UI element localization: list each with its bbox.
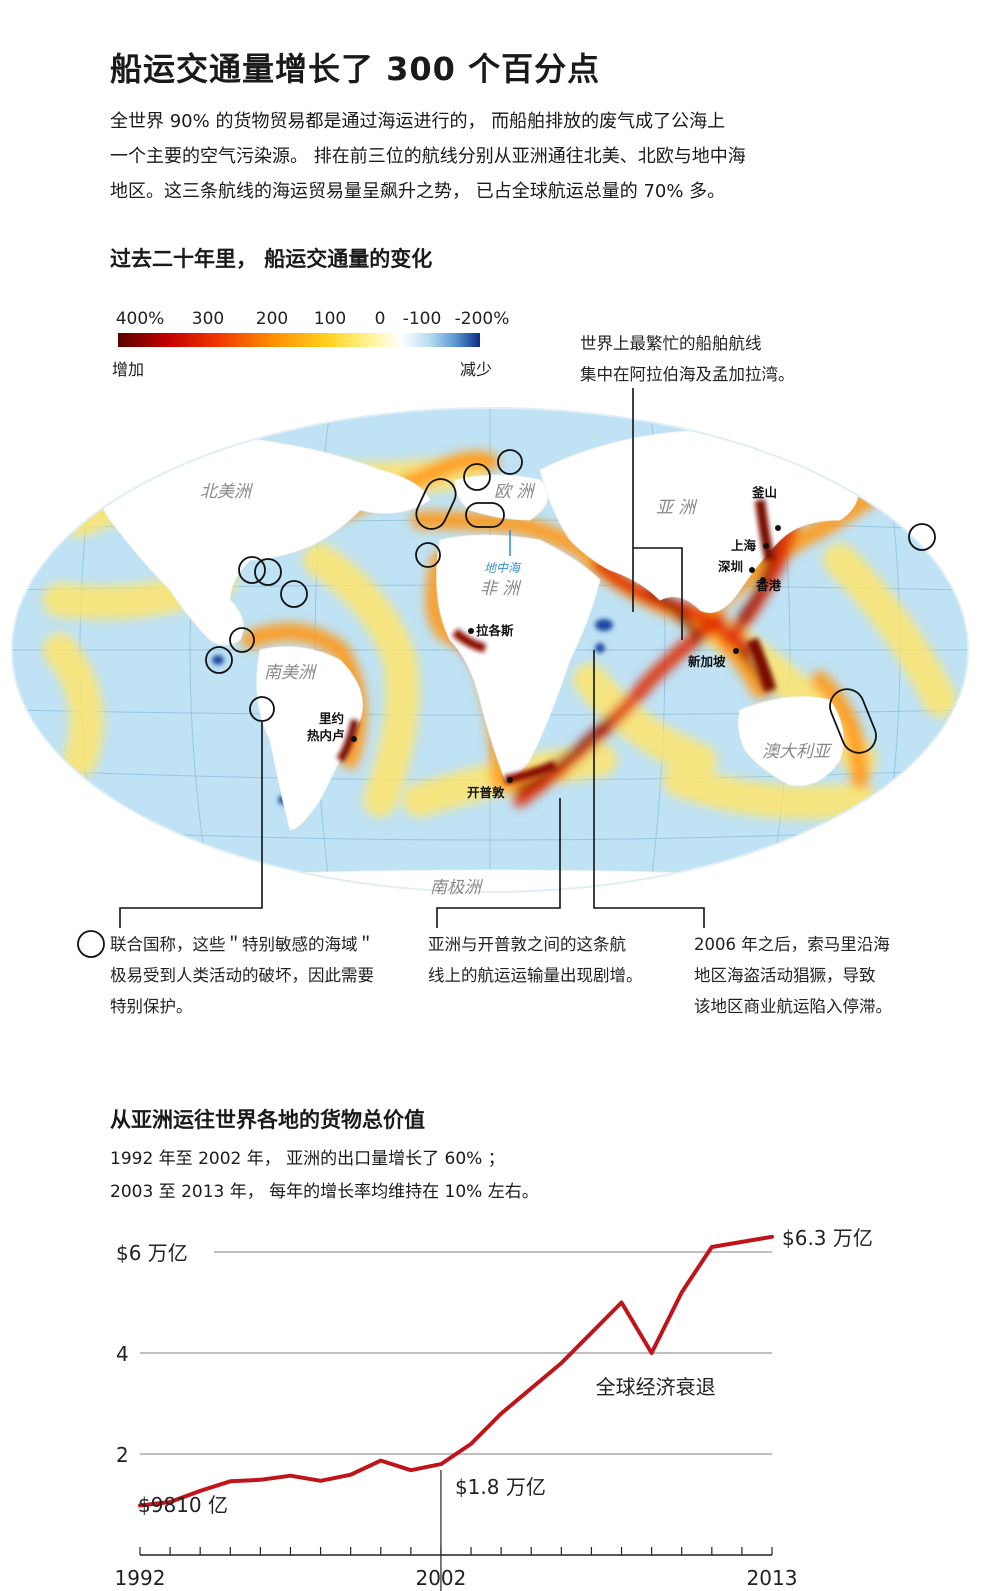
antarctica-land bbox=[119, 869, 861, 892]
city-dots bbox=[351, 525, 781, 783]
legend-tick: 200 bbox=[255, 309, 289, 329]
sensitive-area-circle bbox=[205, 646, 233, 674]
sensitive-area-circle bbox=[238, 556, 266, 584]
label-asia: 亚 洲 bbox=[656, 498, 698, 518]
intro-line: 全世界 90% 的货物贸易都是通过海运进行的， 而船舶排放的废气成了公海上 bbox=[110, 111, 726, 132]
sensitive-area-circle bbox=[415, 478, 457, 530]
callout-line: 世界上最繁忙的船舶航线 bbox=[580, 334, 762, 353]
note-line: 亚洲与开普敦之间的这条航 bbox=[428, 935, 626, 954]
city-hongkong: 香港 bbox=[755, 578, 782, 593]
sensitive-areas bbox=[205, 449, 936, 754]
label-antarctica: 南极洲 bbox=[430, 878, 484, 898]
city-lagos: 拉各斯 bbox=[476, 623, 514, 638]
legend-tick: -100 bbox=[402, 309, 442, 329]
legend-decrease-label: 减少 bbox=[460, 360, 493, 379]
note-line: 特别保护。 bbox=[110, 997, 193, 1016]
sensitive-area-circle bbox=[249, 696, 275, 722]
intro-text: 全世界 90% 的货物贸易都是通过海运进行的， 而船舶排放的废气成了公海上 一个… bbox=[110, 104, 870, 209]
australia-land bbox=[737, 696, 844, 787]
x-tick-label: 2013 bbox=[747, 1566, 798, 1590]
city-busan: 釜山 bbox=[751, 485, 777, 500]
annotation-mid: $1.8 万亿 bbox=[455, 1475, 546, 1499]
annotation-start: $9810 亿 bbox=[138, 1493, 228, 1517]
y-tick-label: 4 bbox=[116, 1342, 129, 1366]
city-rio: 热内卢 bbox=[307, 728, 345, 743]
busiest-route-callout: 世界上最繁忙的船舶航线 集中在阿拉伯海及孟加拉湾。 bbox=[580, 328, 795, 390]
sensitive-area-circle bbox=[829, 688, 877, 754]
legend-tick: -200% bbox=[454, 309, 510, 329]
city-rio: 里约 bbox=[319, 711, 344, 726]
europe-land bbox=[454, 474, 549, 521]
chart-gridlines bbox=[140, 1251, 772, 1455]
legend-increase-label: 增加 bbox=[112, 360, 145, 379]
sensitive-area-circle bbox=[465, 502, 505, 528]
note-line: 该地区商业航运陷入停滞。 bbox=[694, 997, 892, 1016]
coastal-hotspots bbox=[336, 499, 776, 785]
note-line: 地区海盗活动猖獗，导致 bbox=[694, 966, 876, 985]
note-line: 极易受到人类活动的破坏，因此需要 bbox=[110, 966, 374, 985]
sensitive-area-circle bbox=[254, 558, 282, 586]
leader-lines bbox=[119, 388, 705, 928]
city-shanghai: 上海 bbox=[731, 538, 757, 553]
map-frame bbox=[11, 407, 969, 893]
page-title: 船运交通量增长了 300 个百分点 bbox=[110, 50, 601, 88]
intro-line: 一个主要的空气污染源。 排在前三位的航线分别从亚洲通往北美、北欧与地中海 bbox=[110, 146, 746, 167]
sensitive-area-circle bbox=[280, 580, 308, 608]
y-tick-label: 2 bbox=[116, 1443, 129, 1467]
sensitive-area-circle bbox=[497, 449, 523, 475]
note-line: 2006 年之后，索马里沿海 bbox=[694, 935, 890, 954]
annotation-recession: 全球经济衰退 bbox=[596, 1375, 716, 1399]
continent-labels: 北美洲 欧 洲 亚 洲 非 洲 南美洲 澳大利亚 南极洲 bbox=[200, 482, 833, 898]
label-africa: 非 洲 bbox=[480, 579, 522, 599]
legend-color-bar bbox=[118, 333, 480, 347]
sensitive-area-circle bbox=[463, 463, 491, 491]
callout-line: 集中在阿拉伯海及孟加拉湾。 bbox=[580, 365, 795, 384]
shipping-map: 北美洲 欧 洲 亚 洲 非 洲 南美洲 澳大利亚 南极洲 地中海 釜山 上海 深… bbox=[11, 388, 969, 958]
chart-desc-line: 1992 年至 2002 年， 亚洲的出口量增长了 60% ； bbox=[110, 1149, 505, 1169]
city-shenzhen: 深圳 bbox=[718, 559, 743, 574]
note-somalia: 2006 年之后，索马里沿海 地区海盗活动猖獗，导致 该地区商业航运陷入停滞。 bbox=[694, 929, 892, 1022]
sensitive-area-circle bbox=[415, 542, 441, 568]
label-north-america: 北美洲 bbox=[200, 482, 254, 502]
map-subtitle: 过去二十年里， 船运交通量的变化 bbox=[110, 247, 433, 271]
label-europe: 欧 洲 bbox=[494, 482, 536, 502]
note-sensitive-seas: 联合国称，这些＂特别敏感的海域＂ 极易受到人类活动的破坏，因此需要 特别保护。 bbox=[110, 929, 374, 1022]
asia-export-line-chart: $6 万亿 4 2 1992 2002 2013 $9810 亿 $1.8 万亿 $6.3 … bbox=[115, 1226, 873, 1591]
city-capetown: 开普敦 bbox=[467, 785, 505, 800]
y-tick-label: $6 万亿 bbox=[116, 1241, 188, 1265]
sensitive-area-circle bbox=[229, 627, 255, 653]
label-australia: 澳大利亚 bbox=[762, 742, 833, 762]
south-america-land bbox=[256, 646, 363, 831]
note-capetown-route: 亚洲与开普敦之间的这条航 线上的航运运输量出现剧增。 bbox=[428, 929, 643, 991]
chart-y-ticks: $6 万亿 4 2 bbox=[116, 1241, 188, 1467]
sensitive-area-circle bbox=[908, 523, 936, 551]
chart-x-axis: 1992 2002 2013 bbox=[115, 1547, 798, 1590]
note-line: 线上的航运运输量出现剧增。 bbox=[428, 966, 643, 985]
legend-tick: 400% bbox=[115, 309, 165, 329]
intro-line: 地区。这三条航线的海运贸易量呈飙升之势， 已占全球航运总量的 70% 多。 bbox=[110, 181, 726, 202]
sensitive-legend-circle bbox=[77, 930, 105, 958]
series-line bbox=[138, 1234, 774, 1508]
x-tick-label: 1992 bbox=[115, 1566, 166, 1590]
chart-description: 1992 年至 2002 年， 亚洲的出口量增长了 60% ； 2003 至 2… bbox=[110, 1143, 539, 1209]
label-south-america: 南美洲 bbox=[264, 663, 318, 683]
legend-tick: 100 bbox=[313, 309, 347, 329]
legend-tick: 0 bbox=[374, 309, 386, 329]
legend-ticks: 400% 300 200 100 0 -100 -200% bbox=[0, 309, 600, 333]
note-line: 联合国称，这些＂特别敏感的海域＂ bbox=[110, 935, 374, 954]
city-labels: 釜山 上海 深圳 香港 新加坡 拉各斯 里约 热内卢 开普敦 bbox=[307, 485, 782, 800]
legend-tick: 300 bbox=[191, 309, 225, 329]
city-singapore: 新加坡 bbox=[688, 654, 726, 669]
chart-desc-line: 2003 至 2013 年， 每年的增长率均维持在 10% 左右。 bbox=[110, 1182, 539, 1202]
label-mediterranean: 地中海 bbox=[484, 561, 522, 575]
africa-land bbox=[436, 534, 601, 781]
annotation-end: $6.3 万亿 bbox=[782, 1226, 873, 1250]
chart-subtitle: 从亚洲运往世界各地的货物总价值 bbox=[110, 1108, 425, 1132]
